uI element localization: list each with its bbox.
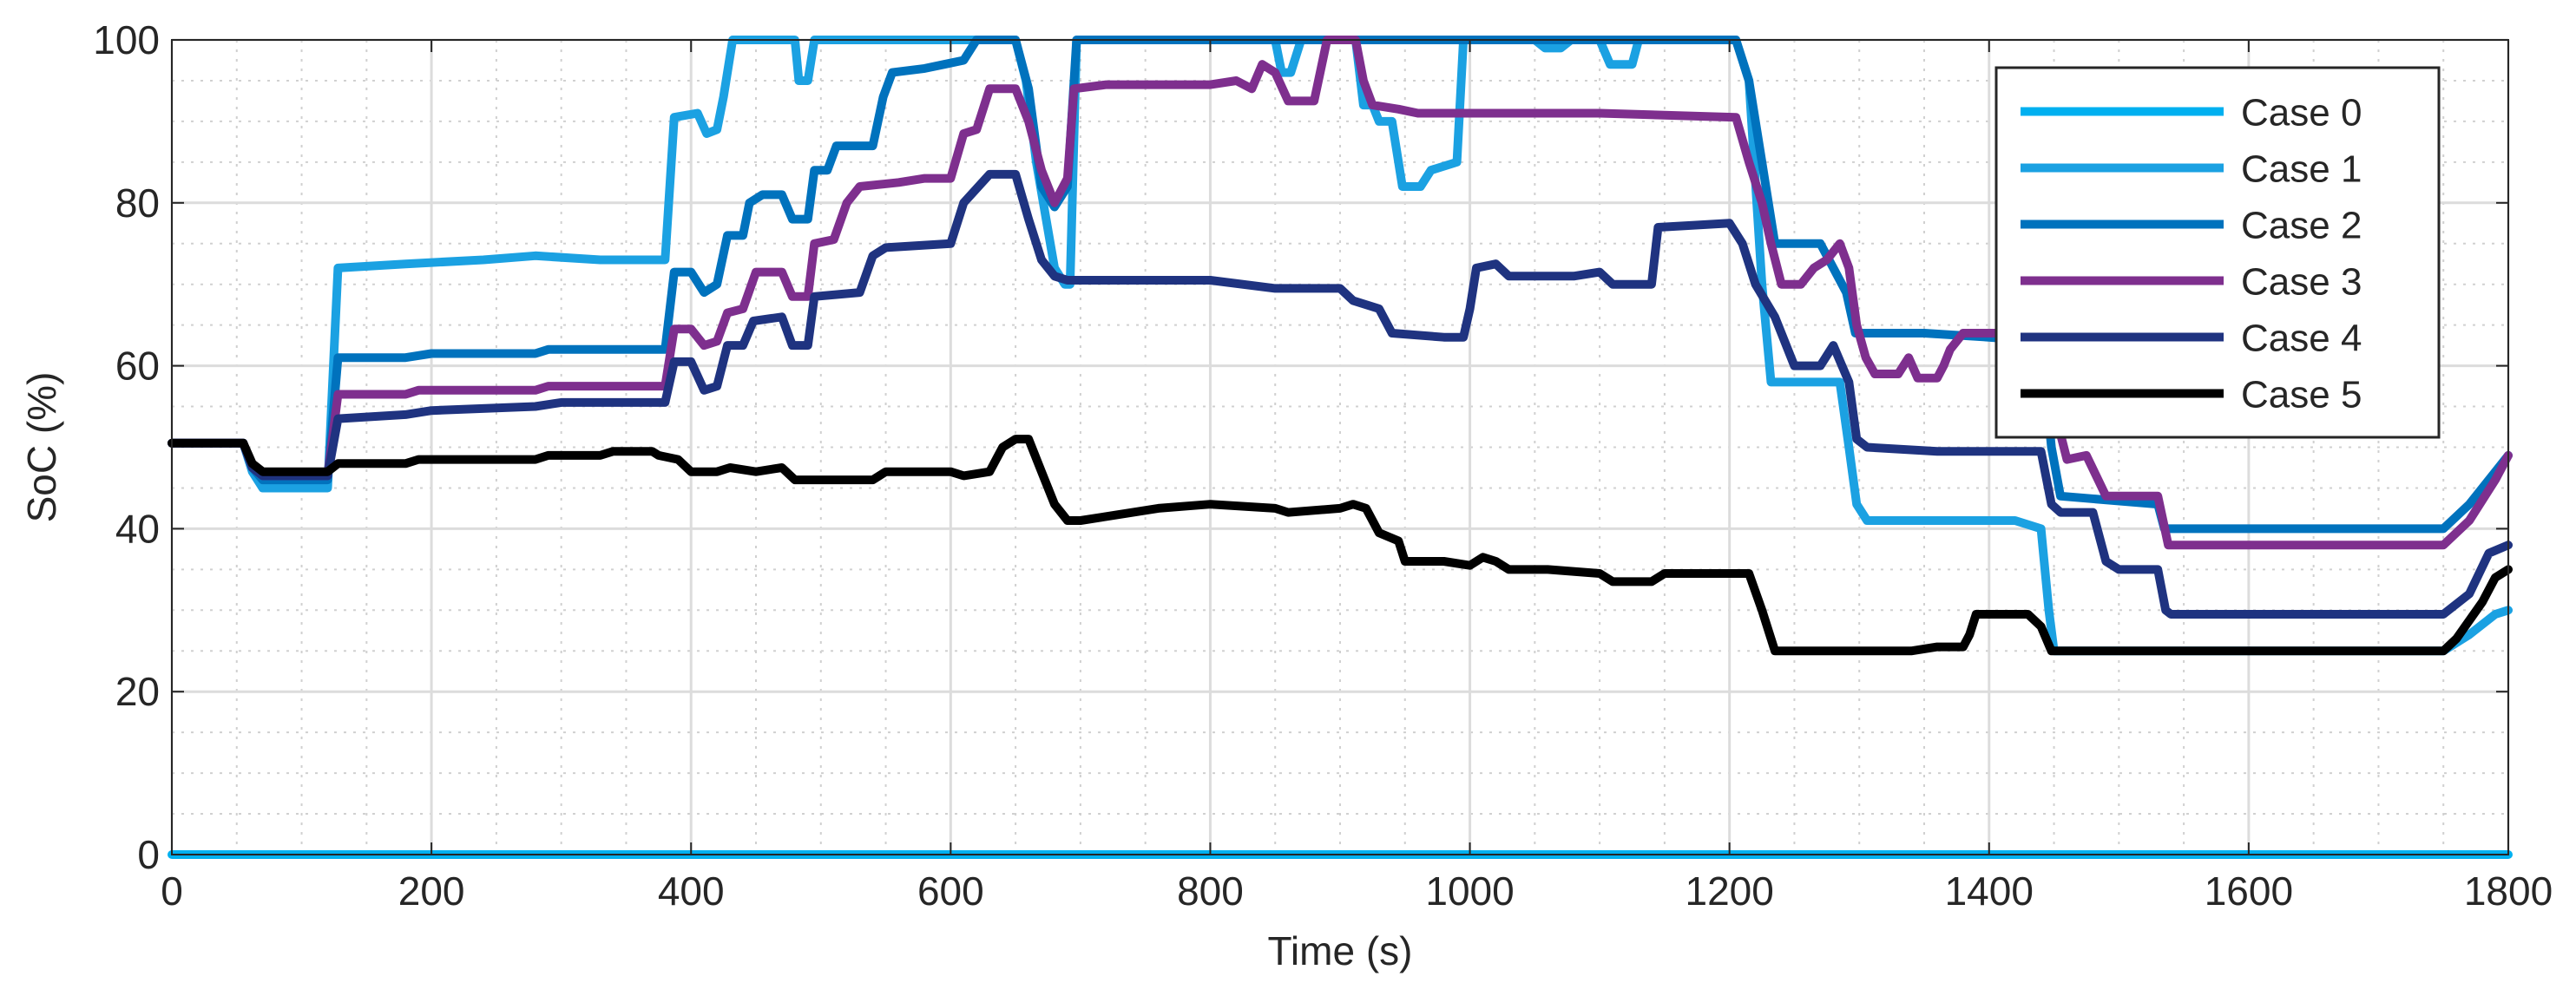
- x-tick-label: 1600: [2205, 868, 2293, 914]
- x-axis-ticks: 0 200 400 600 800 1000 1200 1400 1600 1800: [161, 40, 2553, 914]
- x-tick-label: 800: [1177, 868, 1244, 914]
- x-tick-label: 1000: [1425, 868, 1514, 914]
- x-tick-label: 1400: [1945, 868, 2034, 914]
- series-line-case-4: [168, 169, 2513, 619]
- x-tick-label: 1800: [2464, 868, 2553, 914]
- plot-frame: [171, 39, 2509, 855]
- legend: Case 0 Case 1 Case 2 Case 3 Case 4 Case 5: [1994, 66, 2441, 439]
- y-axis-ticks: 0 20 40 60 80 100: [93, 17, 2508, 877]
- x-tick-label: 400: [658, 868, 725, 914]
- legend-label: Case 5: [2241, 374, 2362, 416]
- y-tick-label: 0: [137, 832, 160, 877]
- legend-label: Case 2: [2241, 205, 2362, 247]
- series-line-case-1: [168, 36, 2513, 656]
- y-axis-label: SoC (%): [19, 372, 64, 523]
- series-line-case-3: [168, 36, 2513, 550]
- legend-label: Case 4: [2241, 318, 2362, 360]
- y-tick-label: 100: [93, 17, 160, 62]
- x-axis-label: Time (s): [1268, 928, 1413, 973]
- legend-label: Case 3: [2241, 261, 2362, 304]
- y-tick-label: 40: [115, 506, 160, 551]
- x-tick-label: 0: [161, 868, 183, 914]
- y-tick-label: 20: [115, 669, 160, 714]
- series-line-case-2: [168, 36, 2513, 534]
- x-tick-label: 1200: [1685, 868, 1773, 914]
- x-tick-label: 600: [917, 868, 984, 914]
- x-tick-label: 200: [398, 868, 465, 914]
- legend-label: Case 0: [2241, 92, 2362, 134]
- legend-box: [1994, 66, 2441, 439]
- series-line-case-5: [168, 435, 2513, 656]
- legend-label: Case 1: [2241, 148, 2362, 191]
- y-tick-label: 60: [115, 344, 160, 389]
- y-tick-label: 80: [115, 180, 160, 226]
